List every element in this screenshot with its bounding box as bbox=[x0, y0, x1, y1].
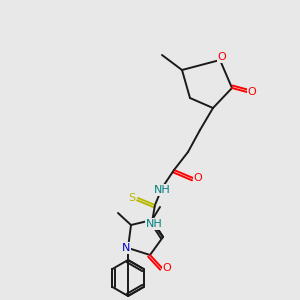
Text: O: O bbox=[194, 173, 202, 183]
Text: O: O bbox=[218, 52, 226, 62]
Text: O: O bbox=[248, 87, 256, 97]
Text: N: N bbox=[122, 243, 130, 253]
Text: S: S bbox=[128, 193, 136, 203]
Text: NH: NH bbox=[146, 219, 162, 229]
Text: NH: NH bbox=[154, 185, 170, 195]
Text: O: O bbox=[163, 263, 171, 273]
